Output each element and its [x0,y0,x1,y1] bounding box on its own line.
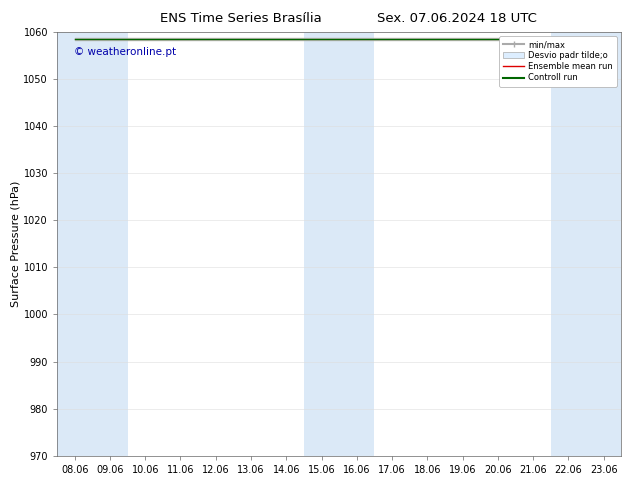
Text: © weatheronline.pt: © weatheronline.pt [74,47,176,57]
Bar [57,32,93,456]
Y-axis label: Surface Pressure (hPa): Surface Pressure (hPa) [11,181,21,307]
Bar [551,32,586,456]
Bar [586,32,621,456]
Bar [339,32,375,456]
Bar [304,32,339,456]
Text: ENS Time Series Brasília: ENS Time Series Brasília [160,12,322,25]
Text: Sex. 07.06.2024 18 UTC: Sex. 07.06.2024 18 UTC [377,12,536,25]
Legend: min/max, Desvio padr tilde;o, Ensemble mean run, Controll run: min/max, Desvio padr tilde;o, Ensemble m… [499,36,617,87]
Bar [93,32,127,456]
